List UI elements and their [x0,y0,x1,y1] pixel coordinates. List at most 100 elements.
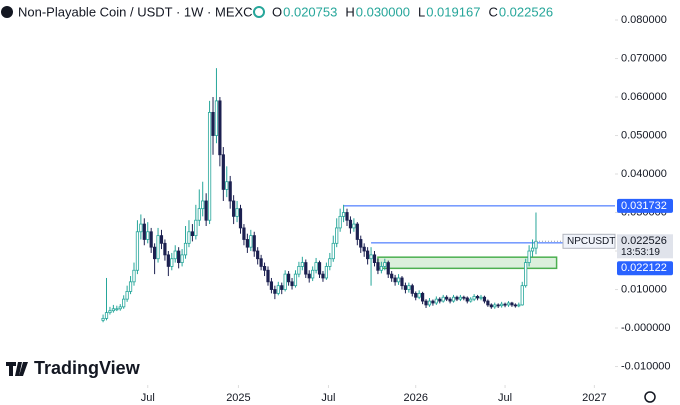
candle-body [297,266,301,275]
candle-body [469,298,473,302]
candle-body [445,296,449,300]
candle-body [366,250,370,260]
candle-body [424,300,428,306]
x-tick-label: Jul [498,392,512,404]
symbol-label: NPCUSDT [567,236,615,247]
candle-body [146,231,150,240]
candle-body [352,223,356,229]
candle-body [156,235,160,260]
candle-body [135,231,140,271]
candle-body [194,219,198,237]
candle-body [362,246,366,252]
candle-body [493,304,497,308]
candle-body [166,254,170,267]
y-tick-label: 0.040000 [621,168,667,180]
candle-body [321,273,325,279]
gear[interactable] [644,391,656,403]
candle-body [379,266,383,271]
candle-body [486,300,490,306]
candle-body [324,266,328,279]
candle-body [455,296,459,300]
candle-body [180,254,184,263]
chart-title: Non-Playable Coin / USDT · 1W · MEXC [18,4,253,19]
tv-logo: TradingView [6,358,141,378]
candle-body [335,227,339,244]
candle-body [111,308,115,312]
candle-body [269,281,274,290]
candle-body [383,262,387,267]
candle-body [153,246,157,260]
candle-body [228,181,232,202]
candle-body [489,304,493,308]
candle-body [427,300,432,306]
candle-body [118,306,122,310]
candle-body [317,262,322,275]
candle-body [434,298,438,304]
last-price: 0.022526 [621,235,667,247]
candle-body [125,291,129,300]
y-tick-label: 0.050000 [621,129,667,141]
candle-body [500,303,504,307]
candle-body [104,312,109,319]
countdown: 13:53:19 [621,247,660,258]
ohlc-value: 0.022526 [499,4,553,19]
x-tick-label: 2026 [403,392,427,404]
candle-body [376,262,380,271]
candle-body [183,242,188,256]
candle-body [276,285,280,294]
candle-body [482,296,487,302]
candle-body [293,273,298,287]
level-box [617,261,673,276]
candle-body [273,289,277,294]
candle-body [420,292,425,302]
candle-body [304,262,308,275]
settings-icon[interactable] [644,391,656,403]
candle-body [348,219,353,229]
ohlc-key: O [272,4,282,19]
symbol-box [562,233,616,249]
candle-body [108,310,112,314]
candle-body [252,235,256,252]
candle-body [177,250,181,263]
level-label: 0.031732 [621,200,667,212]
candle-body [307,273,311,279]
y-tick-label: 0.060000 [621,91,667,103]
candle-body [101,317,105,321]
candle-body [201,200,205,210]
candle-body [218,100,222,156]
candle-body [187,231,191,244]
candle-body [496,304,500,307]
candle-body [520,285,524,306]
candle-body [475,296,480,299]
candle-body [204,200,208,221]
candle-body [249,235,253,248]
candle-body [214,100,219,136]
candle-body [170,258,174,267]
candle-body [530,247,535,252]
candle-body [132,269,136,283]
candle-body [390,273,394,279]
x-tick-label: 2027 [582,392,606,404]
candle-body [403,285,408,290]
candle-body [479,296,483,299]
candle-body [266,269,270,283]
candle-body [221,154,225,190]
x-tick-label: 2025 [226,392,250,404]
candle-body [448,298,452,302]
candle-body [290,281,294,287]
candle-body [197,208,201,221]
candle-body [331,242,335,260]
candle-body [262,266,267,271]
candle-body [256,250,260,260]
candle-body [506,302,511,306]
candle-body [372,254,377,263]
candle-body [280,285,284,290]
candle-body [139,223,143,233]
y-tick-label: 0.080000 [621,14,667,26]
candle-body [393,277,397,283]
ohlc-key: L [418,4,425,19]
candle-body [369,254,373,260]
candle-body [328,258,332,267]
candle-body [245,239,249,248]
